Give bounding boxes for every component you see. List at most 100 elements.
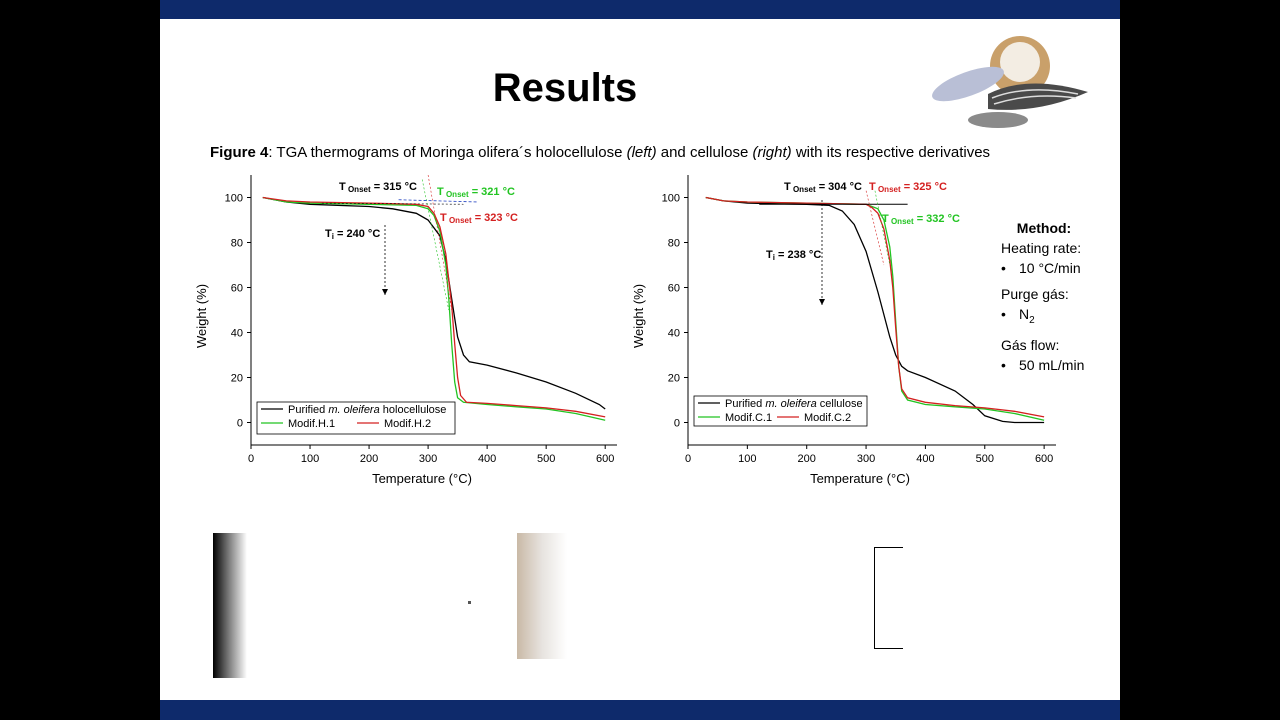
annotation-value: = 323 °C [472, 212, 518, 224]
annotation-subscript: i [773, 253, 775, 262]
annotation-symbol: T [440, 212, 447, 224]
x-axis-title: Temperature (°C) [810, 471, 910, 486]
y-tick-label: 0 [237, 418, 243, 430]
x-tick-label: 400 [478, 453, 496, 465]
series-line-2 [705, 196, 1045, 418]
annotation-symbol: T [325, 228, 332, 240]
holocellulose-tga-chart: 0 100 200 300 400 500 600 0 20 40 60 80 100 Temperatu… [194, 174, 617, 486]
figure-caption: Figure 4: TGA thermograms of Moringa oli… [210, 144, 990, 161]
annotation-subscript: Onset [876, 185, 901, 194]
annotation-subscript: Onset [791, 185, 816, 194]
annotation-value: = 304 °C [816, 181, 862, 193]
bullet-icon: • [1001, 356, 1006, 373]
x-axis-title: Temperature (°C) [372, 471, 472, 486]
legend-label-text: Purified [725, 398, 765, 410]
legend-label-italic: m. oleifera [328, 404, 379, 416]
legend-label-text: Modif.H.1 [288, 418, 335, 430]
cellulose-tga-chart: 0 100 200 300 400 500 600 0 20 40 60 80 100 Temperatu… [631, 175, 1056, 486]
top-banner [160, 0, 1120, 19]
legend-box [693, 395, 868, 427]
annotation-value: = 321 °C [469, 186, 515, 198]
annotation-subscript: Onset [346, 185, 371, 194]
y-tick-label: 20 [231, 373, 243, 385]
x-tick-label: 400 [916, 453, 934, 465]
faded-frame [874, 547, 903, 649]
legend-label-0: Purified m. oleifera cellulose [725, 398, 863, 410]
y-tick-label: 100 [662, 193, 680, 205]
legend-label-2: Modif.C.2 [804, 412, 851, 424]
annotation-symbol: T [339, 181, 346, 193]
annotation-onset_black: T Onset = 304 °C [784, 181, 862, 194]
legend-label-text: Modif.C.1 [725, 412, 772, 424]
onset-tangent-red [865, 190, 885, 266]
legend-label-italic: m. oleifera [765, 398, 816, 410]
annotation-subscript: i [332, 232, 334, 241]
y-tick-label: 20 [668, 373, 680, 385]
slide-title: Results [492, 66, 638, 110]
bullet-icon: • [1001, 260, 1006, 276]
x-tick-label: 500 [976, 453, 994, 465]
y-tick-label: 40 [668, 328, 680, 340]
x-tick-label: 600 [1035, 453, 1053, 465]
annotation-onset_red: T Onset = 323 °C [440, 212, 518, 225]
annotation-symbol: T [784, 181, 791, 193]
annotation-ti: Ti = 238 °C [766, 249, 821, 262]
caption-part2: and cellulose [656, 144, 753, 161]
purge-gas-value: N [1019, 306, 1030, 322]
caption-right: (right) [752, 144, 792, 161]
x-tick-label: 100 [301, 453, 319, 465]
annotation-subscript: Onset [447, 216, 472, 225]
gas-flow-item: • 50 mL/min [1001, 355, 1087, 375]
purge-gas-subscript: 2 [1029, 314, 1035, 326]
y-tick-label: 80 [668, 238, 680, 250]
legend-label-suffix: holocellulose [380, 404, 447, 416]
annotation-onset_black: T Onset = 315 °C [339, 181, 417, 194]
y-axis-title: Weight (%) [194, 284, 209, 348]
annotation-ti: Ti = 240 °C [325, 228, 380, 241]
series-line-1 [262, 196, 606, 421]
annotation-onset_green: T Onset = 332 °C [882, 213, 960, 226]
series-line-0 [262, 196, 606, 410]
series-line-0 [705, 196, 1045, 424]
faded-image-left [213, 533, 247, 678]
bullet-icon: • [1001, 306, 1006, 322]
gas-flow-value: 50 mL/min [1019, 356, 1085, 373]
x-tick-label: 100 [738, 453, 756, 465]
x-tick-label: 0 [685, 453, 691, 465]
caption-part3: with its respective derivatives [791, 144, 991, 161]
y-tick-label: 60 [231, 283, 243, 295]
heating-rate-label: Heating rate: [1001, 240, 1082, 256]
y-tick-label: 60 [668, 283, 680, 295]
series-line-2 [262, 196, 606, 418]
legend-label-1: Modif.H.1 [288, 418, 335, 430]
y-tick-label: 100 [225, 193, 243, 205]
annotation-value: = 240 °C [334, 228, 380, 240]
annotation-value: = 238 °C [775, 249, 821, 261]
onset-tangent-green [874, 190, 891, 266]
faded-image-middle [517, 533, 567, 659]
ti-arrow-head [819, 299, 825, 305]
onset-tangent-green [421, 179, 450, 311]
legend-label-text: Purified [288, 404, 328, 416]
legend-label-1: Modif.C.1 [725, 412, 772, 424]
caption-label: Figure 4 [210, 144, 269, 161]
annotation-symbol: T [437, 186, 444, 198]
purge-gas-item: • N2 [1001, 304, 1087, 331]
y-axis-title: Weight (%) [631, 284, 646, 348]
ti-arrow-head [382, 289, 388, 295]
legend-box [256, 401, 456, 435]
legend-label-2: Modif.H.2 [384, 418, 431, 430]
series-line-1 [705, 196, 1045, 421]
heating-rate-item: • 10 °C/min [1001, 258, 1087, 278]
y-tick-label: 80 [231, 238, 243, 250]
y-tick-label: 0 [674, 418, 680, 430]
annotation-value: = 332 °C [914, 213, 960, 225]
annotation-symbol: T [869, 181, 876, 193]
x-tick-label: 300 [419, 453, 437, 465]
heating-rate-value: 10 °C/min [1019, 260, 1081, 276]
bottom-banner [160, 700, 1120, 720]
gas-flow-label: Gás flow: [1001, 336, 1060, 353]
annotation-onset_red: T Onset = 325 °C [869, 181, 947, 194]
y-tick-label: 40 [231, 328, 243, 340]
caption-left: (left) [626, 144, 657, 161]
